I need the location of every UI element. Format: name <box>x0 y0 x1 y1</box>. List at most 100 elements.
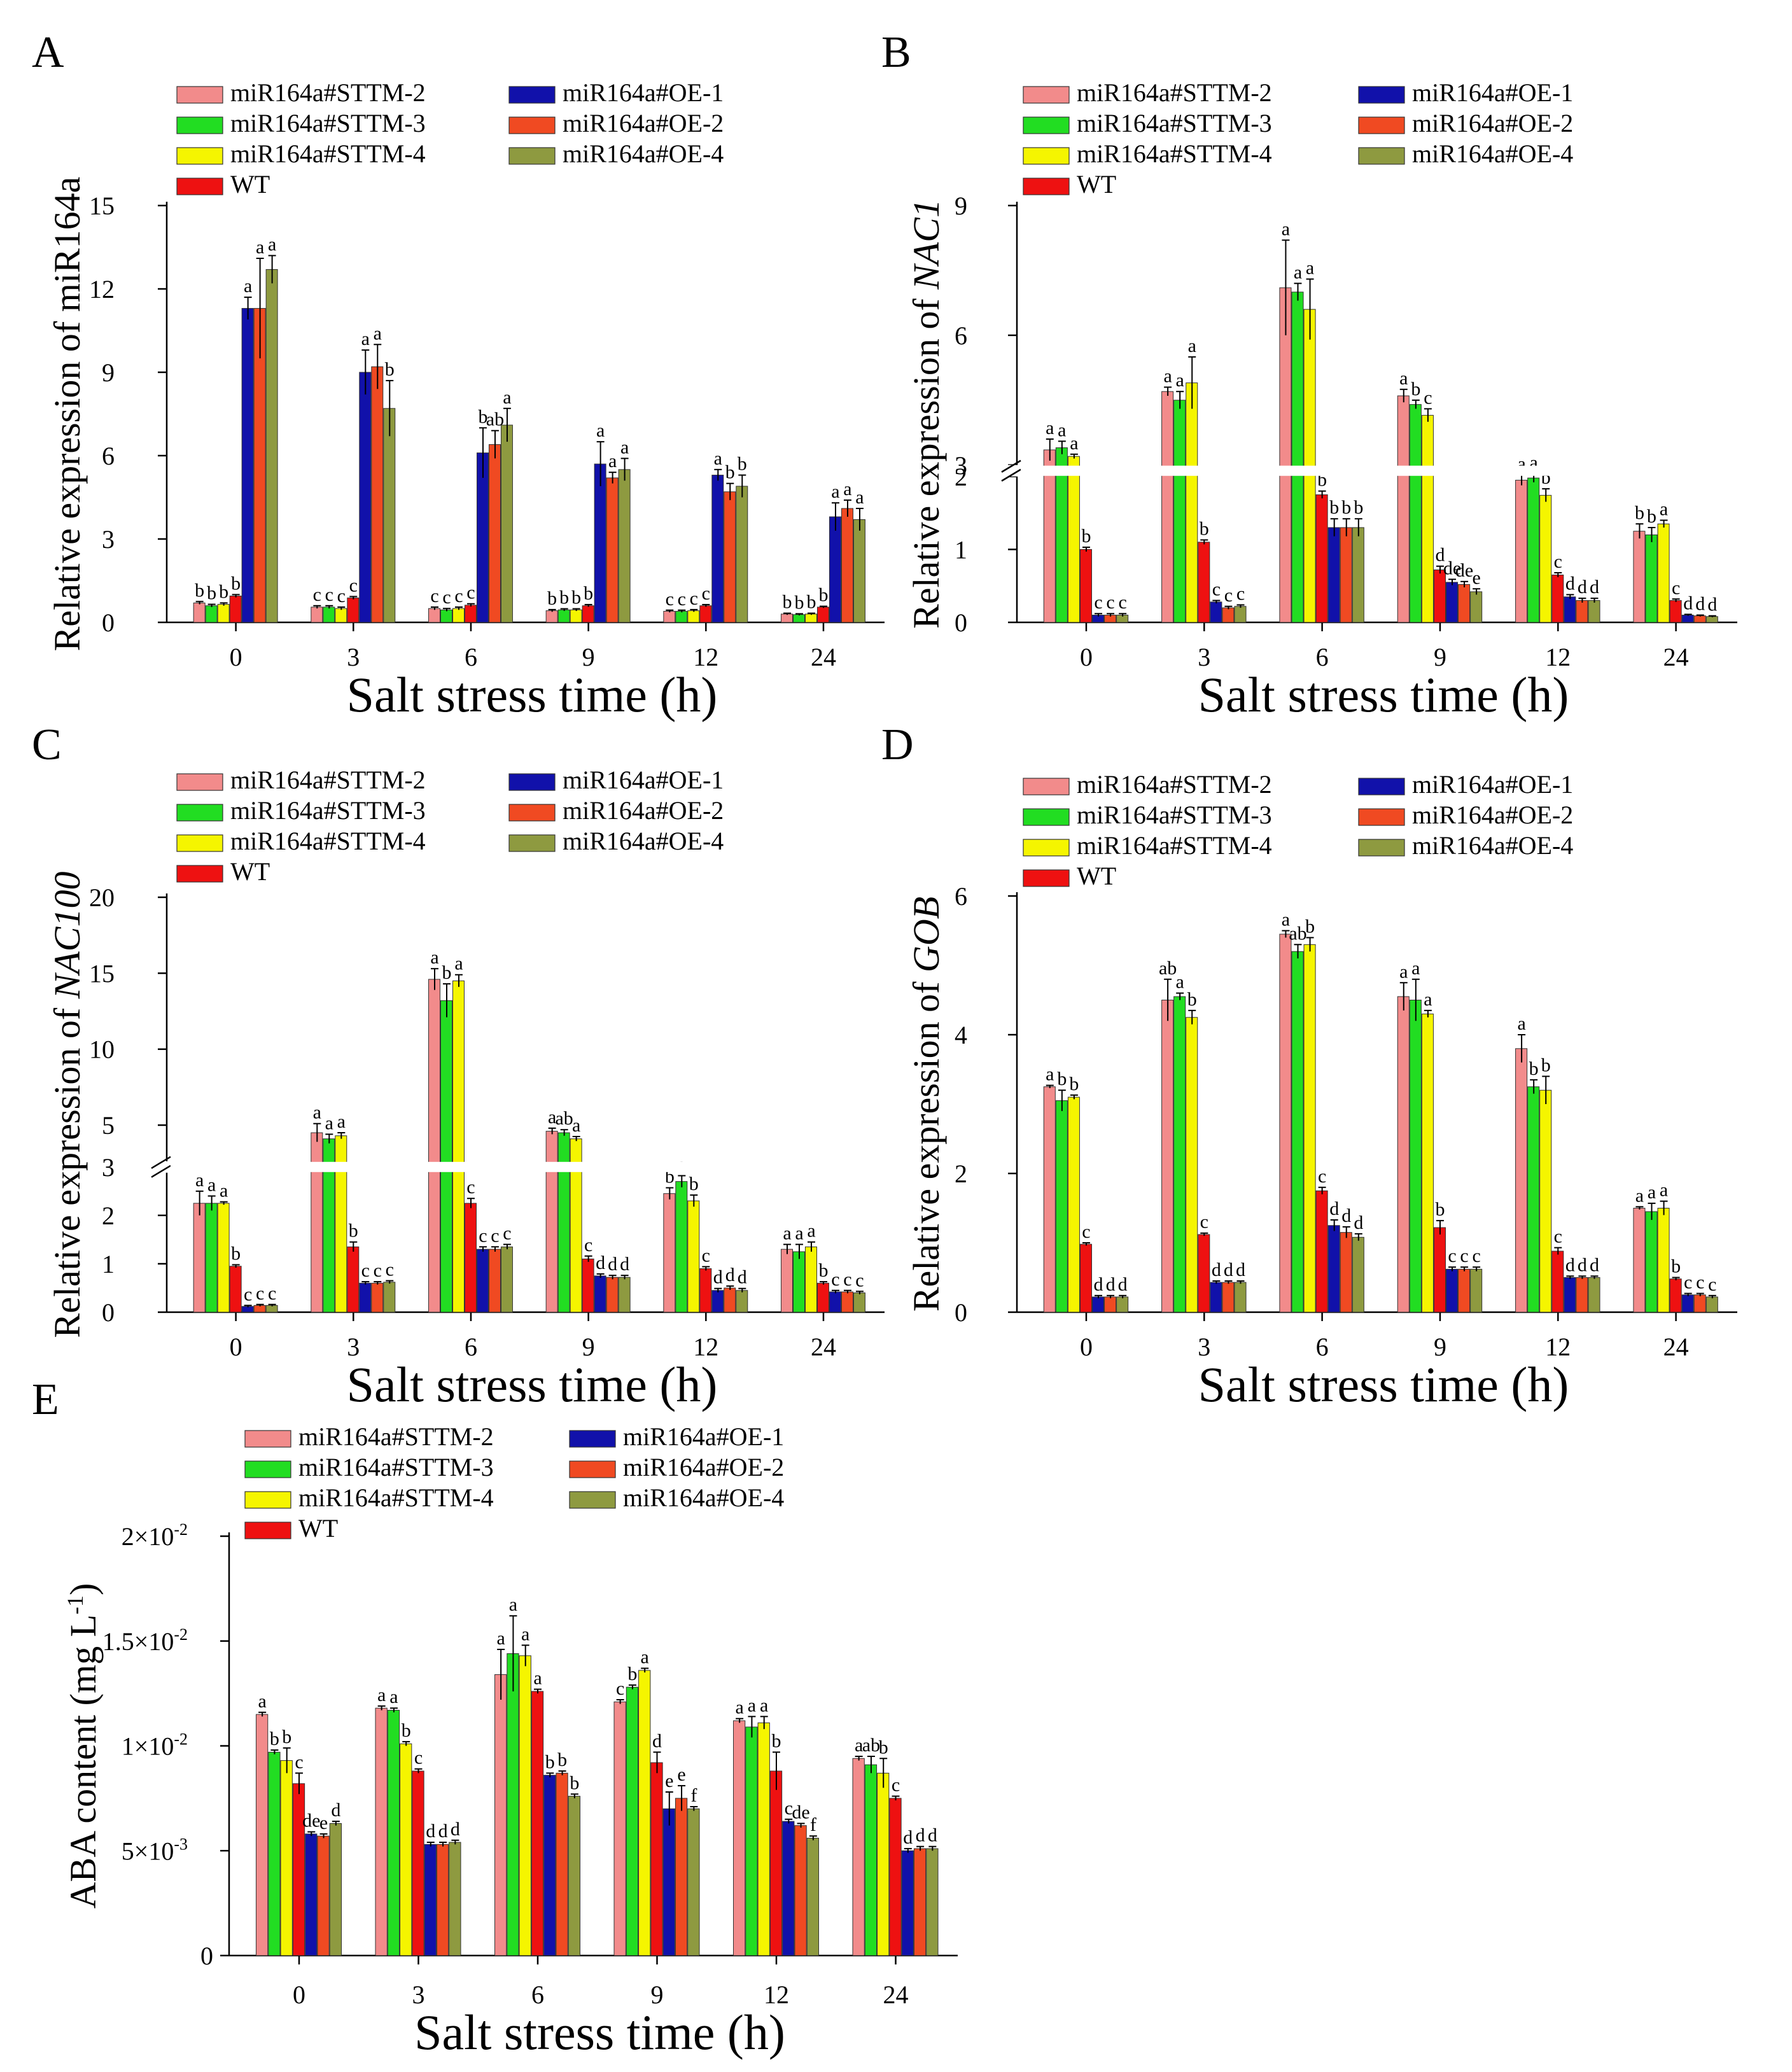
bar <box>440 609 452 623</box>
legend-swatch <box>244 1491 291 1509</box>
bar <box>1470 591 1483 623</box>
significance-letter: d <box>331 1800 340 1821</box>
bar <box>841 508 853 623</box>
bar <box>613 1701 626 1956</box>
significance-letter: a <box>1282 909 1290 930</box>
bar <box>1657 523 1670 623</box>
bar <box>1222 1282 1235 1313</box>
bar <box>687 1808 700 1956</box>
legend-label: miR164a#OE-4 <box>563 827 724 855</box>
legend-swatch <box>1023 869 1070 887</box>
bar <box>1067 456 1080 623</box>
significance-letter: c <box>454 585 463 606</box>
bar <box>1515 1048 1528 1313</box>
x-tick-label: 12 <box>693 643 718 671</box>
y-tick-label: 0 <box>102 608 115 637</box>
bar <box>1551 574 1564 623</box>
significance-letter: a <box>1282 218 1290 239</box>
bar <box>1198 1234 1210 1313</box>
bar <box>545 1131 558 1313</box>
bar <box>449 1842 461 1956</box>
significance-letter: d <box>608 1254 617 1275</box>
significance-letter: c <box>1118 592 1126 613</box>
significance-letter: a <box>244 276 252 297</box>
legend-label: miR164a#STTM-2 <box>230 766 426 794</box>
bar <box>1693 1294 1706 1313</box>
significance-letter: b <box>1635 502 1644 523</box>
bar <box>594 1275 606 1313</box>
axis-break-overlay <box>1021 465 1741 476</box>
bar <box>1551 1250 1564 1313</box>
significance-letter: c <box>325 584 333 605</box>
bar <box>1421 415 1434 623</box>
significance-letter: a <box>521 1623 529 1644</box>
significance-letter: b <box>818 585 828 606</box>
significance-letter: c <box>349 575 358 596</box>
significance-letter: a <box>509 1594 517 1615</box>
significance-letter: a <box>620 437 629 458</box>
bar <box>1539 494 1552 623</box>
significance-letter: c <box>268 1283 276 1304</box>
x-tick-label: 6 <box>531 1980 544 2009</box>
significance-letter: c <box>414 1747 423 1768</box>
significance-letter: b <box>689 1173 699 1194</box>
significance-letter: a <box>313 1102 321 1123</box>
significance-letter: d <box>1106 1274 1116 1295</box>
significance-letter: a <box>783 1223 791 1244</box>
bar <box>1588 600 1600 623</box>
panel-label: D <box>881 720 914 769</box>
bar <box>464 605 477 623</box>
bar <box>792 614 805 623</box>
bar <box>1397 395 1410 623</box>
significance-letter: d <box>1236 1259 1245 1280</box>
significance-letter: c <box>1672 577 1680 598</box>
significance-letter: ab <box>862 1735 880 1756</box>
y-tick-label: 5 <box>102 1111 115 1140</box>
bar <box>476 1249 489 1313</box>
bar <box>852 1758 865 1956</box>
significance-letter: d <box>738 1267 747 1288</box>
significance-letter: b <box>1341 497 1351 518</box>
significance-letter: de <box>1443 557 1461 578</box>
significance-letter: c <box>1224 585 1233 606</box>
legend-label: miR164a#STTM-4 <box>230 139 426 168</box>
bar <box>1315 494 1328 623</box>
legend-label: miR164a#OE-2 <box>623 1453 784 1481</box>
significance-letter: a <box>268 234 276 255</box>
significance-letter: b <box>1411 379 1420 400</box>
x-tick-label: 24 <box>883 1980 909 2009</box>
bar <box>794 1825 807 1956</box>
significance-letter: b <box>1081 526 1091 547</box>
significance-letter: b <box>557 1749 567 1770</box>
bar <box>1222 607 1235 623</box>
significance-letter: a <box>608 451 617 472</box>
significance-letter: d <box>1341 1205 1351 1226</box>
significance-letter: b <box>1671 1256 1681 1277</box>
legend-label: miR164a#OE-2 <box>563 796 724 825</box>
axis-break-overlay <box>171 1161 888 1172</box>
significance-letter: c <box>430 585 438 606</box>
bar <box>606 477 619 623</box>
bar <box>500 1246 513 1313</box>
x-tick-label: 24 <box>1663 1333 1689 1361</box>
legend-swatch <box>1358 778 1405 795</box>
bar <box>853 519 865 623</box>
significance-letter: b <box>772 1730 781 1751</box>
y-tick-label: 0 <box>955 1298 967 1327</box>
bar <box>305 1833 318 1956</box>
bar <box>1104 1296 1117 1313</box>
bar <box>1588 1277 1600 1313</box>
significance-letter: b <box>402 1720 411 1741</box>
panel-label: E <box>32 1375 59 1424</box>
significance-letter: b <box>1305 916 1315 937</box>
legend-label: miR164a#STTM-3 <box>230 796 426 825</box>
bar <box>311 606 323 623</box>
bar <box>359 1282 372 1313</box>
bar <box>1340 527 1352 623</box>
significance-letter: a <box>831 481 839 502</box>
x-tick-label: 3 <box>412 1980 425 2009</box>
bar <box>806 1837 819 1956</box>
bar <box>292 1783 305 1956</box>
significance-letter: d <box>652 1730 662 1751</box>
bar <box>193 602 206 623</box>
